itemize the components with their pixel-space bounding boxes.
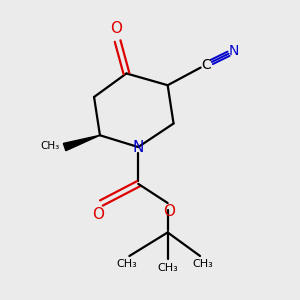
Text: C: C <box>201 58 211 72</box>
Text: O: O <box>110 21 122 36</box>
Polygon shape <box>63 135 100 151</box>
Text: N: N <box>229 44 239 58</box>
Text: CH₃: CH₃ <box>116 259 137 269</box>
Text: O: O <box>92 206 104 221</box>
Text: CH₃: CH₃ <box>193 259 213 269</box>
Text: CH₃: CH₃ <box>157 263 178 273</box>
Text: O: O <box>163 205 175 220</box>
Text: N: N <box>133 140 144 154</box>
Text: CH₃: CH₃ <box>40 141 59 151</box>
